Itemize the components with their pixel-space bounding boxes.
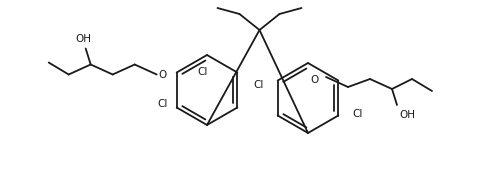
Text: OH: OH — [399, 110, 415, 120]
Text: O: O — [310, 75, 318, 85]
Text: Cl: Cl — [253, 80, 264, 90]
Text: O: O — [159, 70, 166, 80]
Text: OH: OH — [76, 33, 91, 43]
Text: Cl: Cl — [158, 98, 167, 108]
Text: Cl: Cl — [198, 67, 208, 77]
Text: Cl: Cl — [352, 108, 363, 119]
